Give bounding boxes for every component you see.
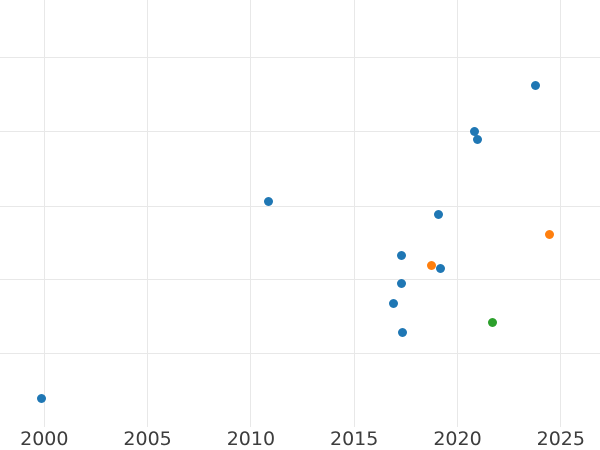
data-point-series-blue: [264, 196, 274, 206]
data-point-series-blue: [388, 299, 398, 308]
data-point-series-blue: [398, 327, 408, 337]
data-point-series-orange: [544, 230, 554, 239]
x-tick-label: 2005: [123, 428, 172, 450]
x-tick-label: 2010: [226, 428, 276, 450]
data-point-series-blue: [397, 279, 407, 288]
data-point-series-blue: [433, 210, 443, 219]
x-gridline: [147, 0, 149, 427]
x-tick-label: 2015: [330, 428, 379, 450]
x-gridline: [43, 0, 45, 427]
data-point-series-orange: [426, 261, 436, 270]
x-gridline: [250, 0, 252, 427]
x-tick-label: 2025: [536, 428, 585, 450]
x-tick-label: 2020: [433, 428, 482, 450]
y-gridline: [0, 352, 600, 354]
data-point-series-blue: [435, 264, 445, 273]
data-point-series-green: [488, 318, 498, 327]
data-point-series-blue: [531, 81, 541, 90]
y-gridline: [0, 278, 600, 280]
x-gridline: [353, 0, 355, 427]
data-point-series-blue: [397, 251, 407, 260]
x-gridline: [457, 0, 458, 427]
x-tick-label: 2000: [20, 428, 69, 450]
data-point-series-blue: [470, 127, 480, 136]
data-point-series-blue: [36, 393, 46, 403]
y-gridline: [0, 205, 600, 207]
data-point-series-blue: [473, 134, 483, 144]
y-gridline: [0, 131, 600, 132]
y-gridline: [0, 57, 600, 58]
x-gridline: [560, 0, 562, 427]
